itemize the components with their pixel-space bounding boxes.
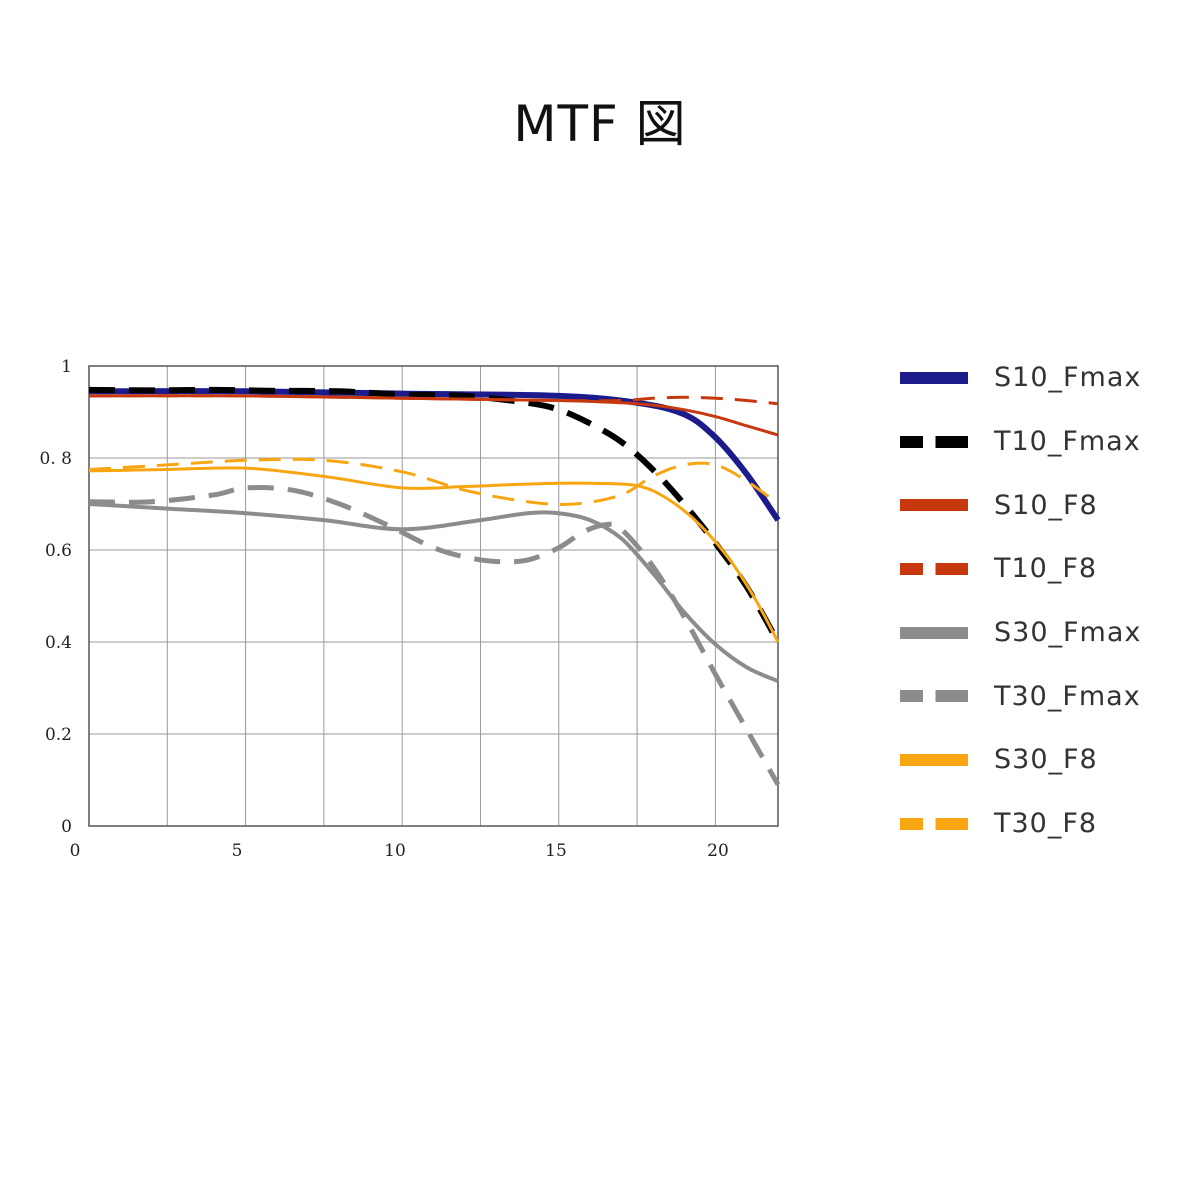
legend-label: S30_F8: [994, 744, 1098, 776]
legend-label: T30_Fmax: [994, 680, 1141, 712]
plot-frame: [88, 365, 779, 827]
legend-label: S10_F8: [994, 489, 1098, 521]
legend-swatch: [900, 435, 968, 448]
y-tick-label: 0.6: [45, 541, 72, 561]
legend-swatch: [900, 562, 968, 575]
legend-label: T10_F8: [994, 553, 1098, 585]
legend-item: S10_F8: [900, 473, 1190, 537]
x-tick-label: 15: [545, 841, 567, 861]
y-tick-label: 0: [61, 817, 72, 837]
legend: S10_Fmax T10_Fmax S10_F8 T10_F8 S30_Fmax T30_…: [900, 346, 1190, 856]
legend-item: S10_Fmax: [900, 346, 1190, 410]
legend-item: T30_F8: [900, 792, 1190, 856]
legend-label: T30_F8: [994, 808, 1098, 840]
y-tick-label: 0. 8: [40, 449, 72, 469]
legend-item: T10_Fmax: [900, 410, 1190, 474]
y-tick-label: 0.2: [45, 725, 72, 745]
series-line-t10-f8: [88, 394, 779, 406]
legend-item: T10_F8: [900, 537, 1190, 601]
legend-item: S30_Fmax: [900, 601, 1190, 665]
legend-label: T10_Fmax: [994, 426, 1141, 458]
legend-label: S10_Fmax: [994, 362, 1142, 394]
series-line-s10-f8: [88, 394, 779, 437]
chart-title: MTF 図: [513, 95, 687, 153]
x-tick-label: 10: [384, 841, 406, 861]
x-tick-label: 20: [707, 841, 729, 861]
series-line-t30-fmax: [88, 485, 781, 786]
legend-label: S30_Fmax: [994, 617, 1142, 649]
legend-swatch: [900, 817, 968, 830]
series-line-s30-fmax: [88, 502, 779, 683]
legend-swatch: [900, 499, 968, 512]
series-line-t30-f8: [88, 457, 779, 506]
mtf-chart: 0 5 10 15 20 0 0.2 0.4 0.6 0. 8 1: [40, 357, 781, 861]
y-tick-label: 1: [61, 357, 72, 377]
series-line-s30-f8: [88, 466, 780, 643]
legend-item: S30_F8: [900, 728, 1190, 792]
legend-swatch: [900, 690, 968, 703]
legend-swatch: [900, 753, 968, 766]
y-tick-label: 0.4: [45, 633, 72, 653]
legend-item: T30_Fmax: [900, 664, 1190, 728]
legend-swatch: [900, 371, 968, 384]
x-tick-label: 5: [232, 841, 243, 861]
grid: [88, 365, 779, 827]
series-layer: [88, 386, 781, 786]
x-tick-label: 0: [70, 841, 81, 861]
legend-swatch: [900, 626, 968, 639]
series-line-s10-fmax: [88, 388, 781, 522]
tick-labels: 0 5 10 15 20 0 0.2 0.4 0.6 0. 8 1: [40, 357, 729, 861]
